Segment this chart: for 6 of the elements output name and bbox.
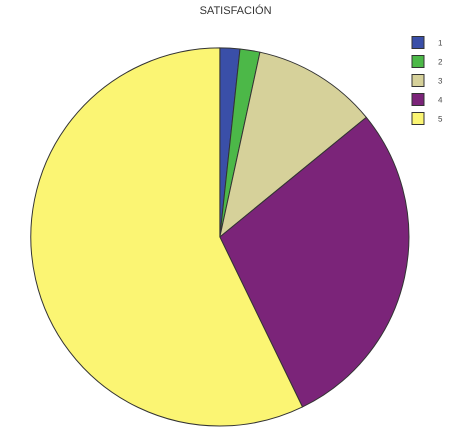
legend-label: 4 bbox=[438, 96, 443, 105]
legend-label: 2 bbox=[438, 58, 443, 67]
legend-label: 3 bbox=[438, 76, 443, 86]
chart-title: SATISFACIÓN bbox=[200, 4, 272, 18]
legend-label: 5 bbox=[438, 114, 443, 124]
legend-label: 1 bbox=[438, 38, 443, 48]
